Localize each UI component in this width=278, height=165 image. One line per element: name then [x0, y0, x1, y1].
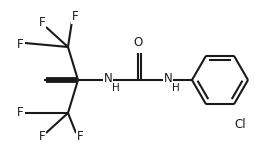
Text: F: F [77, 131, 83, 144]
Text: O: O [133, 36, 143, 50]
Text: F: F [39, 16, 45, 30]
Text: N: N [104, 72, 112, 85]
Text: Cl: Cl [234, 118, 246, 132]
Text: F: F [72, 11, 78, 23]
Text: H: H [172, 83, 180, 93]
Text: H: H [112, 83, 120, 93]
Text: F: F [39, 131, 45, 144]
Text: N: N [164, 72, 172, 85]
Text: F: F [17, 106, 23, 119]
Text: F: F [17, 38, 23, 51]
